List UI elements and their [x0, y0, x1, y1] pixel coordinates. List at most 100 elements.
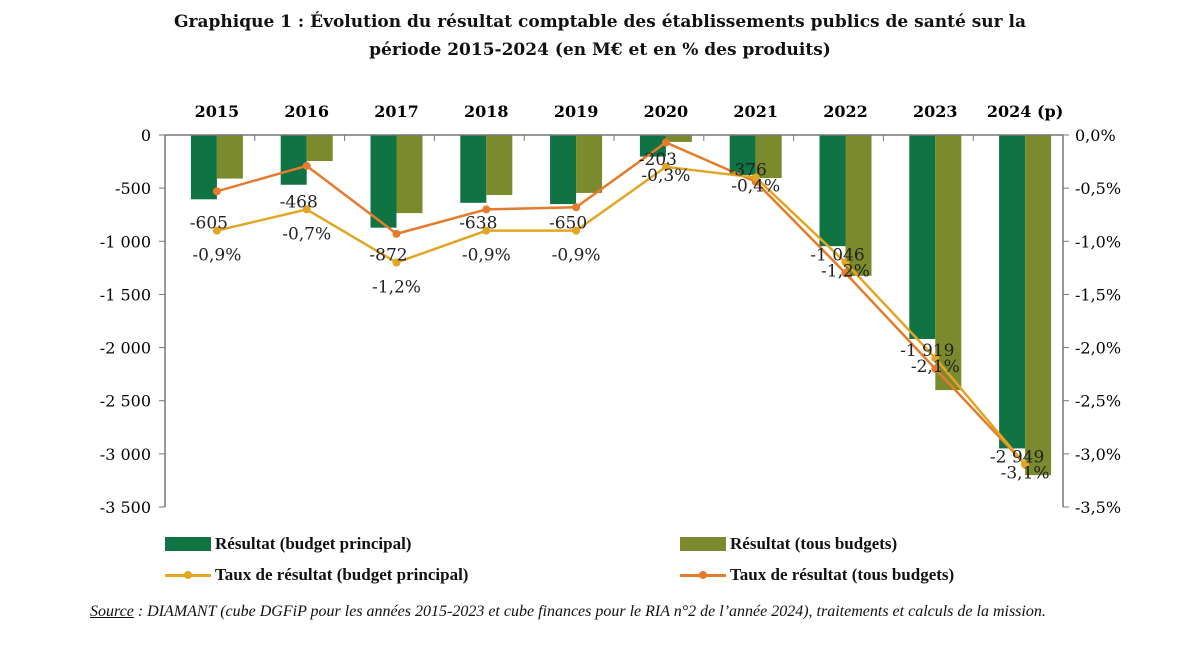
legend-label: Résultat (tous budgets) — [730, 534, 898, 553]
line-point-taux-principal — [841, 258, 850, 267]
legend-line-marker-icon — [165, 568, 211, 582]
data-label-taux: -1,2% — [821, 262, 870, 282]
data-label-taux: -0,3% — [641, 166, 690, 186]
legend-swatch-icon — [165, 537, 211, 551]
line-point-taux-principal — [931, 354, 940, 363]
category-label: 2021 — [733, 102, 778, 121]
legend-item-line-principal: Taux de résultat (budget principal) — [165, 565, 468, 585]
source-label: Source — [90, 603, 134, 620]
line-point-taux-principal — [212, 226, 221, 235]
category-label: 2016 — [284, 102, 329, 121]
right-axis-tick-label: -1,5% — [1075, 285, 1121, 304]
bar-tous — [935, 135, 962, 391]
line-point-taux-principal — [1021, 460, 1030, 469]
bar-principal — [729, 135, 756, 175]
bar-principal — [280, 135, 307, 185]
left-axis-tick-label: -2 000 — [100, 339, 151, 358]
legend-line-marker-icon — [680, 568, 726, 582]
legend-item-bar-tous: Résultat (tous budgets) — [680, 534, 897, 554]
category-label: 2017 — [374, 102, 419, 121]
bar-principal — [190, 135, 217, 200]
data-label-resultat: -872 — [369, 246, 407, 266]
category-label: 2018 — [464, 102, 509, 121]
left-axis-tick-label: -500 — [115, 179, 151, 198]
data-label-taux: -0,7% — [282, 224, 331, 244]
line-point-taux-tous — [841, 269, 850, 278]
data-label-taux: -1,2% — [372, 278, 421, 298]
left-axis-tick-label: -1 000 — [100, 232, 151, 251]
line-point-taux-tous — [212, 187, 221, 196]
data-label-taux: -0,4% — [731, 177, 780, 197]
category-label: 2019 — [554, 102, 599, 121]
data-label-taux: -0,9% — [552, 246, 601, 266]
bar-principal — [819, 135, 846, 247]
source-note: Source : DIAMANT (cube DGFiP pour les an… — [90, 600, 1160, 623]
bar-tous — [396, 135, 423, 214]
right-axis-tick-label: -1,0% — [1075, 232, 1121, 251]
right-axis-tick-label: -3,0% — [1075, 445, 1121, 464]
data-label-resultat: -1 919 — [900, 341, 954, 361]
category-label: 2024 (p) — [987, 102, 1063, 121]
category-label: 2022 — [823, 102, 868, 121]
line-taux-tous — [216, 141, 1027, 466]
data-label-taux: -0,9% — [192, 246, 241, 266]
bar-tous — [1025, 135, 1052, 476]
line-point-taux-tous — [302, 161, 311, 170]
left-axis-tick-label: -3 000 — [100, 445, 151, 464]
chart-title-line-2: période 2015-2024 (en M€ et en % des pro… — [369, 40, 831, 60]
data-label-resultat: -2 949 — [990, 447, 1044, 467]
right-axis-tick-label: 0,0% — [1075, 126, 1116, 145]
bar-principal — [370, 135, 397, 228]
bar-tous — [486, 135, 513, 196]
line-point-taux-principal — [661, 162, 670, 171]
line-point-taux-principal — [482, 226, 491, 235]
line-point-taux-tous — [572, 203, 581, 212]
data-label-resultat: -376 — [729, 161, 767, 181]
data-label-taux: -0,9% — [462, 246, 511, 266]
category-label: 2023 — [913, 102, 958, 121]
bar-principal — [550, 135, 577, 205]
bar-principal — [999, 135, 1026, 449]
category-label: 2020 — [644, 102, 689, 121]
data-label-resultat: -605 — [190, 214, 228, 234]
bar-tous — [306, 135, 333, 162]
category-label: 2015 — [195, 102, 240, 121]
legend-label: Résultat (budget principal) — [215, 534, 412, 553]
line-point-taux-tous — [931, 364, 940, 373]
legend-label: Taux de résultat (tous budgets) — [730, 565, 955, 584]
bar-tous — [845, 135, 872, 276]
legend-item-bar-principal: Résultat (budget principal) — [165, 534, 411, 554]
legend-label: Taux de résultat (budget principal) — [215, 565, 469, 584]
bar-tous — [576, 135, 603, 193]
line-point-taux-tous — [392, 229, 401, 238]
line-point-taux-principal — [751, 173, 760, 182]
line-point-taux-tous — [661, 138, 670, 147]
bar-tous — [216, 135, 243, 179]
legend-item-line-tous: Taux de résultat (tous budgets) — [680, 565, 954, 585]
line-taux-principal — [216, 165, 1027, 466]
right-axis-tick-label: -2,0% — [1075, 339, 1121, 358]
right-axis-tick-label: -0,5% — [1075, 179, 1121, 198]
source-text: : DIAMANT (cube DGFiP pour les années 20… — [133, 603, 1046, 620]
line-point-taux-principal — [392, 258, 401, 267]
left-axis-tick-label: 0 — [141, 126, 151, 145]
data-label-taux: -2,1% — [911, 357, 960, 377]
left-axis-tick-label: -3 500 — [100, 498, 151, 517]
data-label-resultat: -203 — [639, 150, 677, 170]
bar-tous — [665, 135, 692, 142]
left-axis-tick-label: -1 500 — [100, 285, 151, 304]
chart-title-line-1: Graphique 1 : Évolution du résultat comp… — [174, 12, 1026, 32]
data-label-resultat: -1 046 — [810, 246, 864, 266]
bar-tous — [755, 135, 782, 179]
right-axis-tick-label: -2,5% — [1075, 392, 1121, 411]
left-axis-tick-label: -2 500 — [100, 392, 151, 411]
right-axis-tick-label: -3,5% — [1075, 498, 1121, 517]
line-point-taux-tous — [482, 205, 491, 214]
line-point-taux-principal — [572, 226, 581, 235]
data-label-taux: -3,1% — [1001, 463, 1050, 483]
legend-swatch-icon — [680, 537, 726, 551]
chart-title: Graphique 1 : Évolution du résultat comp… — [0, 8, 1200, 64]
data-label-resultat: -638 — [459, 214, 497, 234]
bar-principal — [909, 135, 936, 339]
